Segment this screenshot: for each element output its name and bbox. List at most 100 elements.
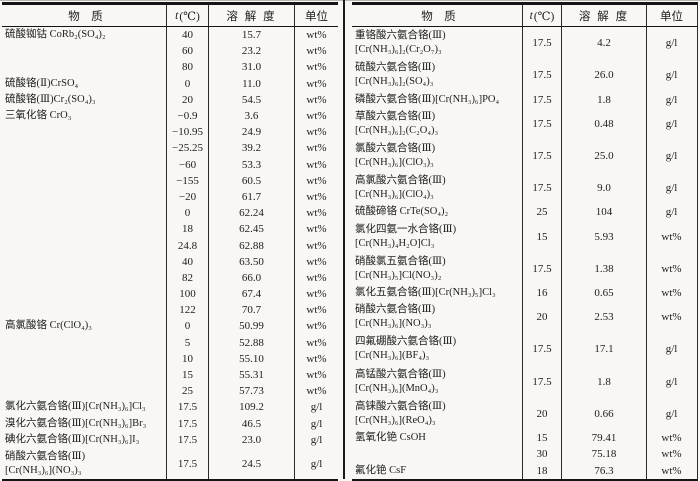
unit-cell: g/l — [310, 457, 323, 470]
solubility-cell: 9.0 — [562, 172, 647, 205]
unit-cell: wt% — [306, 126, 327, 139]
solubility-cell: 55.10 — [209, 350, 295, 367]
table-row: 溴化六氨合铬(Ⅲ)[Cr(NH₃)₆]Br₃ 17.5 46.5 g/l — [2, 415, 338, 432]
header-solubility: 溶 解 度 — [209, 5, 295, 26]
temperature-cell: 17.5 — [167, 399, 209, 416]
temperature-cell: 17.5 — [523, 27, 562, 60]
unit-cell: wt% — [306, 110, 327, 123]
unit-cell: wt% — [306, 61, 327, 74]
substance-cell — [2, 59, 167, 76]
solubility-cell: 67.4 — [209, 286, 295, 303]
table-row: 氯酸六氨合铬(Ⅲ) [Cr(NH₃)₆](ClO₃)₃ 17.5 25.0 g/l — [352, 139, 697, 173]
temperature-cell: 17.5 — [523, 172, 562, 205]
table-row: 重铬酸六氨合铬(Ⅲ) [Cr(NH₃)₆]₂(Cr₂O₇)₃ 17.5 4.2 g… — [352, 27, 697, 60]
substance-cell: 氟化铯 CsF — [352, 462, 523, 479]
temperature-symbol: t — [175, 9, 179, 22]
unit-cell: wt% — [306, 369, 327, 382]
unit-cell: wt% — [306, 352, 327, 365]
temperature-cell: 17.5 — [523, 59, 562, 92]
substance-cell: 氯化五氨合铬(Ⅲ)[Cr(NH₃)₅]Cl₃ — [352, 284, 523, 302]
temperature-symbol: t — [529, 9, 533, 22]
substance-cell: 高氯酸铬 Cr(ClO₄)₃ — [2, 318, 167, 335]
temperature-cell: 10 — [167, 350, 209, 367]
table-row: 硫酸六氨合铬(Ⅲ) [Cr(NH₃)₆]₂(SO₄)₃ 17.5 26.0 g/l — [352, 59, 697, 92]
substance-cell — [2, 43, 167, 60]
table-row: 高氯酸铬 Cr(ClO₄)₃ 0 50.99 wt% — [2, 318, 338, 335]
substance-cell: 硫酸铬(Ⅱ)CrSO₄ — [2, 75, 167, 92]
temperature-cell: 17.5 — [167, 447, 209, 480]
substance-cell: 氯酸六氨合铬(Ⅲ) [Cr(NH₃)₆](ClO₃)₃ — [352, 139, 523, 173]
table-row: 草酸六氨合铬(Ⅲ) [Cr(NH₃)₆]₂(C₂O₄)₃ 17.5 0.48 g/… — [352, 107, 697, 140]
temperature-cell: 0 — [167, 205, 209, 222]
table-row: 30 75.18 wt% — [352, 446, 697, 463]
table-row: 氯化五氨合铬(Ⅲ)[Cr(NH₃)₅]Cl₃ 16 0.65 wt% — [352, 284, 697, 302]
temperature-cell: −155 — [167, 172, 209, 189]
substance-cell — [2, 205, 167, 222]
unit-cell: wt% — [306, 142, 327, 155]
substance-cell — [2, 269, 167, 286]
table-row: 18 62.45 wt% — [2, 221, 338, 238]
table-row: 四氟硼酸六氨合铬(Ⅲ) [Cr(NH₃)₆](BF₄)₃ 17.5 17.1 g/… — [352, 333, 697, 366]
table-row: 碘化六氨合铬(Ⅲ)[Cr(NH₃)₆]I₃ 17.5 23.0 g/l — [2, 431, 338, 448]
unit-cell: wt% — [306, 288, 327, 301]
temperature-cell: 24.8 — [167, 237, 209, 254]
unit-cell: wt% — [306, 255, 327, 268]
unit-cell: g/l — [310, 433, 323, 446]
temperature-cell: 17.5 — [523, 91, 562, 108]
temperature-unit: (℃) — [533, 10, 555, 23]
header-temperature: t (℃) — [167, 5, 209, 26]
temperature-cell: 17.5 — [167, 415, 209, 432]
table-row: 磷酸六氨合铬(Ⅲ)[Cr(NH₃)₆]PO₄ 17.5 1.8 g/l — [352, 91, 697, 108]
table-row: −20 61.7 wt% — [2, 188, 338, 206]
table-row: 0 62.24 wt% — [2, 205, 338, 222]
substance-cell — [2, 124, 167, 141]
substance-cell: 溴化六氨合铬(Ⅲ)[Cr(NH₃)₆]Br₃ — [2, 415, 167, 432]
temperature-cell: 17.5 — [523, 107, 562, 140]
solubility-cell: 1.8 — [562, 91, 647, 108]
solubility-cell: 11.0 — [209, 75, 295, 92]
unit-cell: wt% — [306, 158, 327, 171]
solubility-cell: 1.38 — [562, 252, 647, 285]
solubility-cell: 53.3 — [209, 156, 295, 173]
substance-cell: 高锰酸六氨合铬(Ⅲ) [Cr(NH₃)₆](MnO₄)₃ — [352, 365, 523, 398]
substance-cell — [352, 446, 523, 463]
temperature-cell: 0 — [167, 318, 209, 335]
solubility-cell: 17.1 — [562, 333, 647, 366]
table-row: 高铼酸六氨合铬(Ⅲ) [Cr(NH₃)₆](ReO₄)₃ 20 0.66 g/l — [352, 397, 697, 430]
solubility-cell: 61.7 — [209, 188, 295, 206]
table-row: 80 31.0 wt% — [2, 59, 338, 76]
unit-cell: g/l — [665, 407, 678, 420]
solubility-cell: 79.41 — [562, 429, 647, 447]
substance-cell — [2, 221, 167, 238]
table-row: 氯化四氨一水合铬(Ⅲ) [Cr(NH₃)₄H₂O]Cl₃ 15 5.93 wt% — [352, 220, 697, 253]
right-solubility-table: 物 质 t (℃) 溶 解 度 单位 重铬酸六氨合铬(Ⅲ) [Cr(NH₃)₆]₂(… — [352, 2, 698, 481]
unit-cell: g/l — [665, 69, 678, 82]
unit-cell: wt% — [661, 287, 682, 300]
solubility-cell: 1.8 — [562, 365, 647, 398]
temperature-cell: 80 — [167, 59, 209, 76]
substance-cell: 硫酸铷钴 CoRb₂(SO₄)₂ — [2, 27, 167, 44]
solubility-cell: 23.0 — [209, 431, 295, 448]
header-solubility: 溶 解 度 — [562, 5, 647, 26]
temperature-cell: 20 — [523, 301, 562, 334]
table-row: 5 52.88 wt% — [2, 334, 338, 351]
solubility-cell: 26.0 — [562, 59, 647, 92]
table-row: 硝酸氯五氨合铬(Ⅲ) [Cr(NH₃)₅]Cl(NO₃)₂ 17.5 1.38 w… — [352, 252, 697, 285]
temperature-cell: −25.25 — [167, 140, 209, 157]
unit-cell: g/l — [665, 206, 678, 219]
header-substance: 物 质 — [352, 5, 523, 26]
solubility-cell: 4.2 — [562, 27, 647, 60]
temperature-cell: 25 — [167, 383, 209, 400]
header-temperature: t (℃) — [523, 5, 562, 26]
temperature-cell: 15 — [523, 429, 562, 447]
unit-cell: wt% — [306, 385, 327, 398]
solubility-cell: 2.53 — [562, 301, 647, 334]
solubility-cell: 57.73 — [209, 383, 295, 400]
table-row: 硫酸碲铬 CrTe(SO₄)₂ 25 104 g/l — [352, 204, 697, 221]
solubility-cell: 31.0 — [209, 59, 295, 76]
temperature-cell: 17.5 — [523, 252, 562, 285]
temperature-cell: 82 — [167, 269, 209, 286]
temperature-cell: 20 — [523, 397, 562, 430]
substance-cell: 高氯酸六氨合铬(Ⅲ) [Cr(NH₃)₆](ClO₄)₃ — [352, 172, 523, 205]
